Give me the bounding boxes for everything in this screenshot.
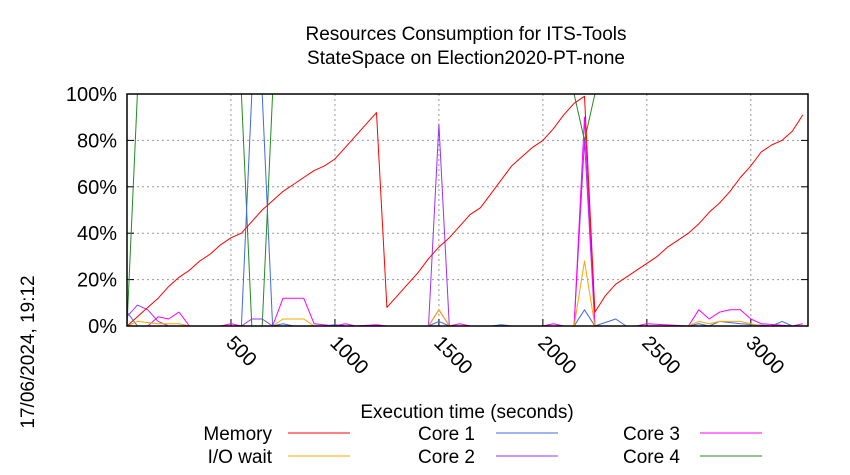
legend-item-core-2: Core 2 [418,447,558,468]
x-tick-label: 500 [221,332,260,371]
x-tick-label: 1500 [429,332,476,379]
grid-lines [127,94,808,326]
chart-title-line-1: Resources Consumption for ITS-Tools [305,24,626,45]
legend-item-core-1: Core 1 [418,424,558,445]
series-line-core-4 [126,93,803,327]
series-lines [126,93,804,327]
legend-label: Core 3 [623,424,680,445]
y-tick-label: 100% [66,84,117,106]
x-axis-ticks: 500 1000 1500 2000 2500 3000 [221,319,788,379]
legend-label: Core 2 [418,447,475,468]
legend-item-memory: Memory [203,424,350,445]
legend-label: Core 1 [418,424,475,445]
y-tick-label: 60% [77,177,117,199]
y-tick-label: 20% [77,270,117,292]
legend-label: Core 4 [623,447,680,468]
x-axis-label: Execution time (seconds) [360,402,573,423]
y-axis-ticks: 0% 20% 40% 60% 80% 100% [66,84,808,338]
legend-item-core-4: Core 4 [623,447,762,468]
legend-item-i-o-wait: I/O wait [208,447,350,468]
plot-border [126,93,809,327]
series-line-i-o-wait [126,260,803,327]
x-tick-label: 1000 [325,332,372,379]
x-tick-label: 2500 [637,332,684,379]
chart-title-line-2: StateSpace on Election2020-PT-none [307,48,625,69]
y-tick-label: 40% [77,223,117,245]
x-tick-label: 2000 [533,332,580,379]
legend-label: I/O wait [208,447,273,468]
legend-label: Memory [203,424,272,445]
legend-item-core-3: Core 3 [623,424,762,445]
y-tick-label: 80% [77,130,117,152]
series-line-memory [126,95,804,327]
y-tick-label: 0% [88,316,117,338]
x-tick-label: 3000 [741,332,788,379]
series-line-core-1 [126,93,803,327]
series-line-core-2 [126,123,803,327]
timestamp: 17/06/2024, 19:12 [18,275,39,428]
